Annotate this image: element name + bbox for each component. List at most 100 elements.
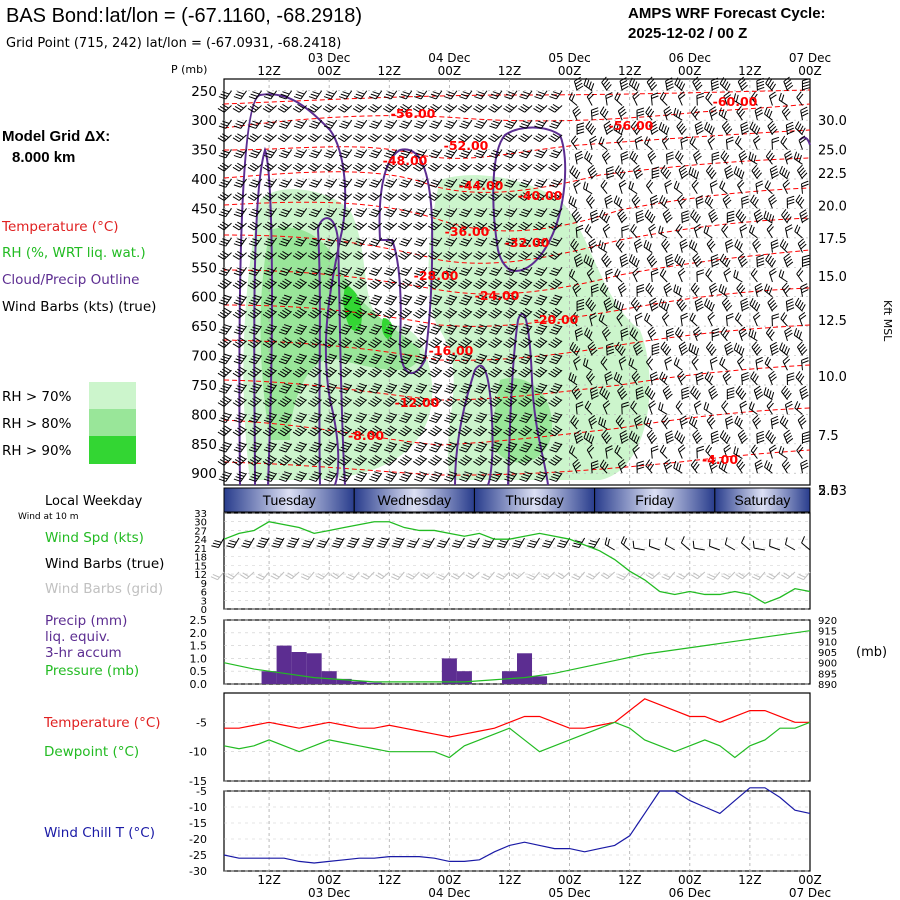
wind-barb [278, 149, 293, 159]
wind-barb [293, 149, 308, 159]
pressure-tick-label: 500 [191, 231, 217, 247]
height-tick-label: 17.5 [818, 232, 847, 247]
wind-barb [413, 103, 428, 113]
temp-contour-label: -40.00 [518, 188, 563, 203]
wind-barb [217, 192, 232, 201]
wind-barb [278, 237, 293, 247]
wind-barb [352, 396, 368, 407]
wind-barb [681, 210, 690, 224]
wind-barb [307, 133, 323, 143]
wind-barb [352, 307, 368, 319]
wind-barb [474, 382, 488, 394]
wind-barb [368, 90, 383, 100]
wind-barb [601, 326, 611, 342]
wind-barb [504, 441, 518, 453]
wind-barb [752, 540, 766, 551]
wind-barb [473, 425, 488, 437]
wind-barb [725, 136, 734, 150]
wind-barb [488, 251, 503, 260]
precip-bar [351, 681, 367, 684]
wind-barb [548, 396, 563, 407]
wind-barb [800, 283, 809, 297]
wind-barb [225, 571, 240, 580]
wind-barb [690, 282, 700, 298]
wind-barb [645, 571, 661, 580]
wind-barb [600, 356, 608, 371]
wind-barb [217, 396, 232, 407]
wind-barb [722, 194, 732, 209]
wind-barb [397, 454, 413, 466]
wind-barb [232, 133, 247, 143]
wind-barb [337, 425, 353, 437]
wind-barb [384, 237, 398, 247]
wind-barb [489, 90, 503, 100]
wind-barb [286, 537, 300, 549]
pressure-ytick: 915 [818, 627, 837, 638]
wind-barb [489, 294, 503, 306]
wind-barb [218, 267, 232, 276]
wind-barb [664, 356, 673, 371]
wind-barb [367, 278, 383, 290]
wind-barb [397, 278, 413, 290]
wind-ytick: 30 [194, 518, 207, 529]
temperature-panel: -15 -10 -5 [189, 692, 811, 788]
wind-barb [765, 76, 776, 92]
wind-barb [661, 571, 676, 581]
wind-barb [429, 382, 443, 394]
wind-barb [322, 103, 338, 113]
wind-barb [459, 149, 473, 159]
wind-barb [397, 337, 413, 349]
wind-barb [308, 178, 323, 188]
wind-barb [414, 267, 428, 276]
wind-barb [519, 382, 533, 394]
wind-barb [488, 192, 503, 201]
wind-barb [573, 253, 584, 268]
wind-barb [518, 278, 533, 290]
wind-barb [406, 537, 420, 549]
wind-barb [673, 284, 683, 298]
wind-barb [353, 353, 368, 365]
wind-barb [614, 445, 623, 459]
wind-barb [710, 430, 720, 444]
wind-barb [519, 294, 533, 306]
wind-barb [799, 209, 809, 224]
wind-barb [706, 571, 721, 581]
wind-barb [384, 267, 398, 276]
legend-wind: Wind Barbs (kts) (true) [2, 299, 156, 315]
weekday-bar: Tuesday Wednesday Thursday Friday Saturday [223, 487, 811, 513]
wind-barb [474, 324, 488, 335]
wind-barb [598, 240, 608, 254]
temp-contour-label: -60.00 [713, 94, 758, 109]
wind-barb [534, 119, 548, 129]
wind-barb [519, 324, 533, 335]
wind-barb [503, 251, 518, 260]
wind-barb [613, 298, 624, 312]
wind-barb [589, 312, 597, 327]
label-wind-grid: Wind Barbs (grid) [45, 581, 163, 597]
wind-barb [397, 251, 413, 260]
wind-barb [675, 400, 683, 415]
wind-barb [709, 180, 718, 194]
wind-barb [293, 294, 308, 306]
wind-barb [533, 103, 548, 113]
wind-barb [677, 444, 686, 459]
top-hour-label: 12Z [618, 64, 642, 78]
wind-barb [444, 237, 458, 247]
wind-barb [361, 537, 375, 549]
wind-barb [741, 536, 751, 551]
wind-barb [323, 90, 338, 100]
wind-barb [218, 324, 232, 335]
wind-barb [778, 92, 788, 106]
wind-barb [720, 150, 730, 165]
wind-barb [504, 353, 518, 365]
wind-barb [248, 119, 262, 129]
wind-barb [382, 103, 398, 113]
wind-barb [217, 133, 232, 143]
windchill-panel: -30 -25 -20 -15 -10 -5 [189, 785, 811, 878]
wind-barb [737, 356, 745, 371]
wind-barb [337, 133, 353, 143]
wind-barb [733, 269, 743, 283]
pressure-ytick: 905 [818, 648, 837, 659]
wind-barb [779, 342, 790, 356]
